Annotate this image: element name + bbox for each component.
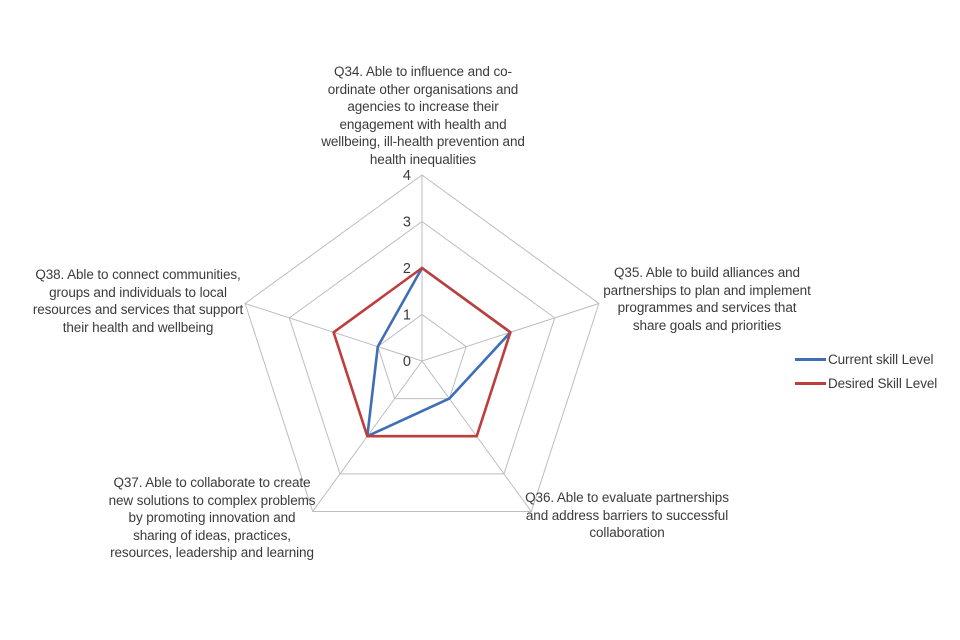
- radial-tick-2: 2: [403, 261, 411, 277]
- grid-ring-1: [377, 313, 467, 400]
- grid-ring-4: [244, 174, 600, 512]
- axis-label-q38: Q38. Able to connect communities, groups…: [32, 267, 244, 335]
- radial-tick-0: 0: [403, 354, 411, 370]
- axis-label-q36: Q36. Able to evaluate partnerships and a…: [525, 490, 729, 540]
- series-line-desired-skill: [332, 266, 512, 438]
- axis-label-q37: Q37. Able to collaborate to create new s…: [108, 475, 316, 560]
- radial-tick-1: 1: [403, 308, 411, 324]
- axis-label-q35: Q35. Able to build alliances and partner…: [603, 265, 811, 333]
- axis-label-q34: Q34. Able to influence and co- ordinate …: [321, 64, 525, 167]
- legend-label-desired: Desired Skill Level: [828, 375, 938, 391]
- radial-tick-4: 4: [403, 168, 411, 184]
- legend-line-swatch-current: [795, 357, 826, 361]
- legend-item-desired-skill-level: Desired Skill Level: [795, 375, 960, 391]
- radial-tick-3: 3: [403, 215, 411, 231]
- legend: Current skill Level Desired Skill Level: [795, 351, 960, 399]
- legend-line-swatch-desired: [795, 381, 826, 385]
- legend-label-current: Current skill Level: [828, 351, 934, 367]
- legend-item-current-skill-level: Current skill Level: [795, 351, 960, 367]
- grid-ring-3: [288, 220, 556, 475]
